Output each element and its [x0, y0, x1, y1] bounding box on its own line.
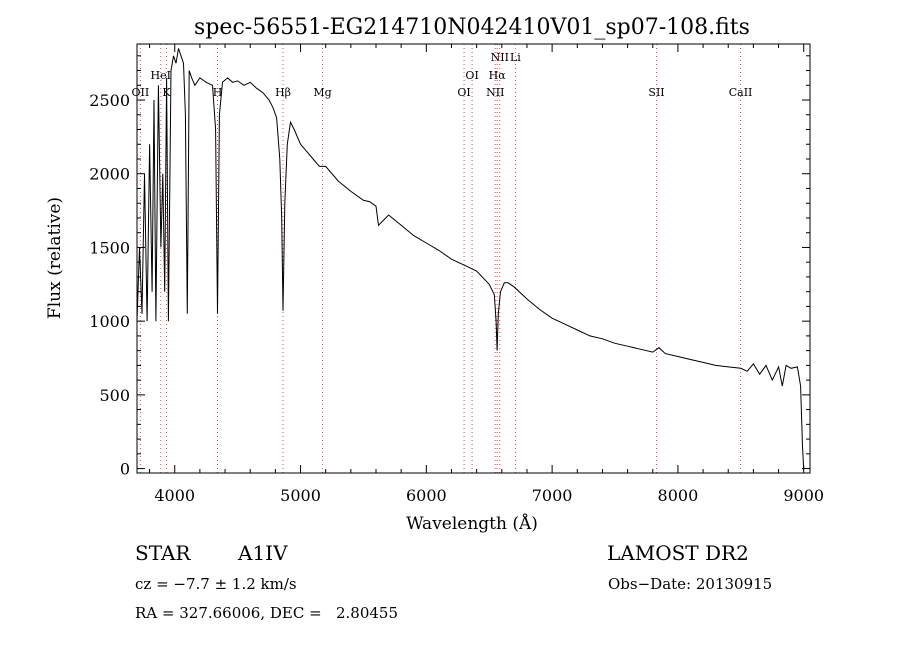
spectrum-line: [136, 48, 805, 469]
object-subclass: A1IV: [238, 541, 288, 565]
observation-date: Obs−Date: 20130915: [608, 575, 773, 593]
line-label: Mg: [313, 86, 331, 99]
y-tick-label: 2000: [89, 165, 130, 184]
x-tick-label: 7000: [532, 486, 573, 505]
y-tick-label: 1000: [89, 312, 130, 331]
line-label: HeI: [151, 69, 171, 82]
y-tick-label: 2500: [89, 91, 130, 110]
spectral-line-markers: [139, 44, 742, 473]
line-label: OI: [465, 69, 478, 82]
y-tick-label: 1500: [89, 238, 130, 257]
line-label: Li: [510, 51, 521, 64]
line-label: CaII: [729, 86, 753, 99]
line-label: NII: [491, 51, 509, 64]
line-label: NII: [486, 86, 504, 99]
chart-title: spec-56551-EG214710N042410V01_sp07-108.f…: [194, 15, 750, 40]
line-label: OII: [132, 86, 150, 99]
line-label: Hα: [489, 69, 507, 82]
x-tick-label: 6000: [406, 486, 447, 505]
x-axis-label: Wavelength (Å): [406, 513, 538, 534]
line-label: Hβ: [275, 86, 291, 99]
y-tick-label: 500: [99, 386, 130, 405]
x-tick-label: 8000: [658, 486, 699, 505]
survey-name: LAMOST DR2: [607, 541, 749, 565]
object-class: STAR: [135, 541, 191, 565]
y-axis-label: Flux (relative): [45, 197, 65, 319]
line-label: OI: [457, 86, 470, 99]
y-tick-label: 0: [120, 460, 130, 479]
spectrum-chart: spec-56551-EG214710N042410V01_sp07-108.f…: [45, 15, 824, 534]
coordinates: RA = 327.66006, DEC = 2.80455: [135, 604, 399, 622]
plot-frame: [136, 43, 811, 474]
line-label: SII: [648, 86, 664, 99]
x-tick-label: 9000: [783, 486, 824, 505]
x-tick-label: 4000: [154, 486, 195, 505]
x-axis-ticks: 4000 5000 6000 7000 8000 9000: [149, 44, 824, 505]
x-tick-label: 5000: [280, 486, 321, 505]
y-axis-ticks: 0 500 1000 1500 2000 2500: [89, 55, 810, 479]
redshift-value: cz = −7.7 ± 1.2 km/s: [135, 575, 297, 593]
line-label: H: [213, 86, 223, 99]
